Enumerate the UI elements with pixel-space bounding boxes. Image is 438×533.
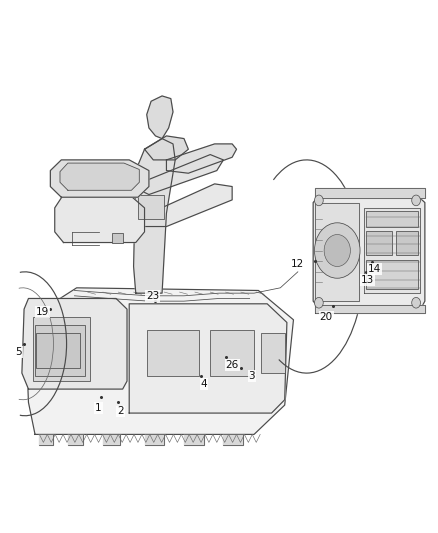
Polygon shape [60, 163, 139, 190]
Polygon shape [134, 139, 175, 293]
Bar [366, 231, 392, 255]
Polygon shape [166, 144, 237, 173]
Circle shape [412, 195, 420, 206]
Circle shape [412, 297, 420, 308]
Polygon shape [364, 208, 420, 293]
Polygon shape [129, 304, 287, 413]
Polygon shape [103, 434, 120, 445]
Polygon shape [315, 203, 359, 301]
Polygon shape [147, 96, 173, 139]
Polygon shape [184, 434, 204, 445]
Circle shape [324, 235, 350, 266]
Bar [147, 330, 199, 376]
Text: 20: 20 [320, 312, 333, 322]
Text: 26: 26 [226, 360, 239, 370]
Polygon shape [22, 298, 127, 389]
Bar [396, 231, 418, 255]
Circle shape [314, 223, 360, 278]
Polygon shape [138, 184, 232, 227]
Polygon shape [145, 136, 188, 160]
Text: 1: 1 [95, 403, 102, 413]
Polygon shape [315, 305, 425, 313]
Text: 3: 3 [248, 371, 255, 381]
Polygon shape [55, 195, 145, 243]
Polygon shape [313, 195, 425, 309]
Bar [210, 330, 254, 376]
Polygon shape [223, 434, 243, 445]
Bar [36, 333, 80, 368]
Bar [33, 317, 90, 381]
Polygon shape [50, 160, 149, 197]
Text: 19: 19 [36, 307, 49, 317]
Polygon shape [26, 288, 293, 434]
Circle shape [314, 297, 323, 308]
Bar [35, 325, 85, 376]
Polygon shape [68, 434, 83, 445]
Bar [366, 211, 418, 227]
Bar [366, 260, 418, 289]
Text: 4: 4 [200, 379, 207, 389]
Text: 2: 2 [117, 407, 124, 416]
Polygon shape [315, 188, 425, 198]
Circle shape [314, 195, 323, 206]
Text: 14: 14 [368, 264, 381, 274]
Text: 12: 12 [291, 259, 304, 269]
Polygon shape [138, 155, 223, 195]
Polygon shape [39, 434, 53, 445]
Bar [112, 233, 123, 243]
Text: 5: 5 [15, 347, 22, 357]
Text: 23: 23 [146, 291, 159, 301]
Bar [138, 195, 164, 219]
Bar [261, 333, 285, 373]
Text: 13: 13 [361, 275, 374, 285]
Polygon shape [145, 434, 164, 445]
